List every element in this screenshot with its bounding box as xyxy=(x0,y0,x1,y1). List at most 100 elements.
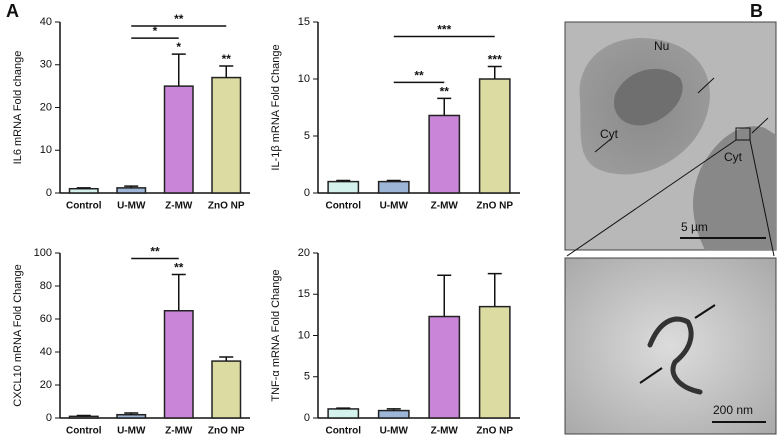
x-tick-label: Control xyxy=(325,201,361,212)
y-axis-label: IL6 mRNA Fold change xyxy=(12,51,24,165)
bar xyxy=(478,305,511,419)
error-bar xyxy=(124,412,139,415)
error-bar xyxy=(76,414,91,417)
significance-label: *** xyxy=(488,53,502,67)
y-tick-label: 15 xyxy=(298,16,310,28)
y-tick-label: 15 xyxy=(298,288,310,300)
arrow xyxy=(694,304,716,319)
y-tick-label: 0 xyxy=(46,187,52,199)
error-bar xyxy=(386,408,401,411)
micrograph-overview: Nu Cyt Cyt 5 µm xyxy=(564,21,777,257)
micrograph-frame xyxy=(564,257,777,435)
y-tick-label: 5 xyxy=(304,130,310,142)
arrow xyxy=(594,137,613,153)
x-tick-label: U-MW xyxy=(117,426,146,437)
y-tick-label: 20 xyxy=(298,247,310,259)
scale-bar-label: 200 nm xyxy=(713,403,753,417)
error-bar xyxy=(336,407,351,409)
significance-label: ** xyxy=(440,85,450,99)
panel-label: B xyxy=(750,1,763,21)
bar xyxy=(327,180,360,194)
bar xyxy=(211,360,242,419)
scale-bar-label: 5 µm xyxy=(681,220,708,234)
x-tick-label: U-MW xyxy=(380,426,409,437)
error-bar xyxy=(487,272,502,307)
bar xyxy=(377,180,410,194)
bar xyxy=(377,409,410,419)
nucleus xyxy=(614,68,683,126)
y-tick-label: 5 xyxy=(304,371,310,383)
significance-label: ** xyxy=(174,12,184,26)
x-tick-label: Z-MW xyxy=(431,201,459,212)
y-tick-label: 0 xyxy=(304,187,310,199)
zoom-line xyxy=(749,139,775,257)
y-tick-label: 60 xyxy=(40,313,52,325)
x-tick-label: ZnO NP xyxy=(208,426,245,437)
structure xyxy=(647,316,703,395)
x-tick-label: Control xyxy=(66,201,102,212)
bar xyxy=(116,413,147,419)
x-tick-label: Z-MW xyxy=(165,426,193,437)
significance-label: ** xyxy=(222,52,232,66)
error-bar xyxy=(336,179,351,182)
significance-label: ** xyxy=(174,261,184,275)
image-label: Cyt xyxy=(600,127,619,141)
bar xyxy=(68,187,99,194)
significance-label: *** xyxy=(437,23,451,37)
arrow xyxy=(697,77,715,94)
x-tick-label: ZnO NP xyxy=(476,201,513,212)
bar xyxy=(428,315,461,419)
error-bar xyxy=(437,274,452,317)
x-tick-label: Control xyxy=(325,426,361,437)
bar xyxy=(163,310,194,419)
arrow xyxy=(751,117,769,134)
x-tick-label: ZnO NP xyxy=(476,426,513,437)
error-bar xyxy=(386,179,401,182)
bar xyxy=(478,78,511,194)
x-tick-label: U-MW xyxy=(380,201,409,212)
significance-label: ** xyxy=(414,69,424,83)
significance-label: ** xyxy=(150,245,160,259)
arrow xyxy=(639,367,663,384)
bar xyxy=(327,408,360,419)
bar xyxy=(163,85,194,194)
zoom-line xyxy=(566,139,737,257)
y-axis-label: TNF-α mRNA Fold Change xyxy=(270,269,282,401)
micrograph-detail: 200 nm xyxy=(564,257,777,435)
error-bar xyxy=(219,356,234,362)
bar xyxy=(116,187,147,194)
error-bar xyxy=(487,65,502,79)
y-tick-label: 10 xyxy=(298,329,310,341)
y-tick-label: 20 xyxy=(40,101,52,113)
y-axis-label: IL-1β mRNA Fold Change xyxy=(270,44,282,170)
y-tick-label: 30 xyxy=(40,59,52,71)
cell xyxy=(693,126,776,250)
x-tick-label: U-MW xyxy=(117,201,146,212)
error-bar xyxy=(76,187,91,189)
x-tick-label: Control xyxy=(66,426,102,437)
zoom-box xyxy=(735,127,751,141)
bar xyxy=(428,114,461,194)
y-tick-label: 20 xyxy=(40,379,52,391)
y-tick-label: 100 xyxy=(34,247,52,259)
error-bar xyxy=(219,65,234,78)
significance-label: * xyxy=(153,24,158,38)
y-axis-label: CXCL10 mRNA Fold Change xyxy=(12,264,24,406)
y-tick-label: 0 xyxy=(304,412,310,424)
error-bar xyxy=(437,97,452,116)
significance-label: * xyxy=(176,40,181,54)
y-tick-label: 10 xyxy=(298,73,310,85)
panel-label: A xyxy=(6,1,19,21)
y-tick-label: 80 xyxy=(40,280,52,292)
x-tick-label: Z-MW xyxy=(165,201,193,212)
bar xyxy=(68,415,99,419)
y-tick-label: 10 xyxy=(40,144,52,156)
error-bar xyxy=(124,185,139,188)
y-tick-label: 40 xyxy=(40,346,52,358)
image-label: Nu xyxy=(654,39,669,53)
bar xyxy=(211,76,242,194)
x-tick-label: ZnO NP xyxy=(208,201,245,212)
error-bar xyxy=(171,53,186,87)
image-label: Cyt xyxy=(724,150,743,164)
